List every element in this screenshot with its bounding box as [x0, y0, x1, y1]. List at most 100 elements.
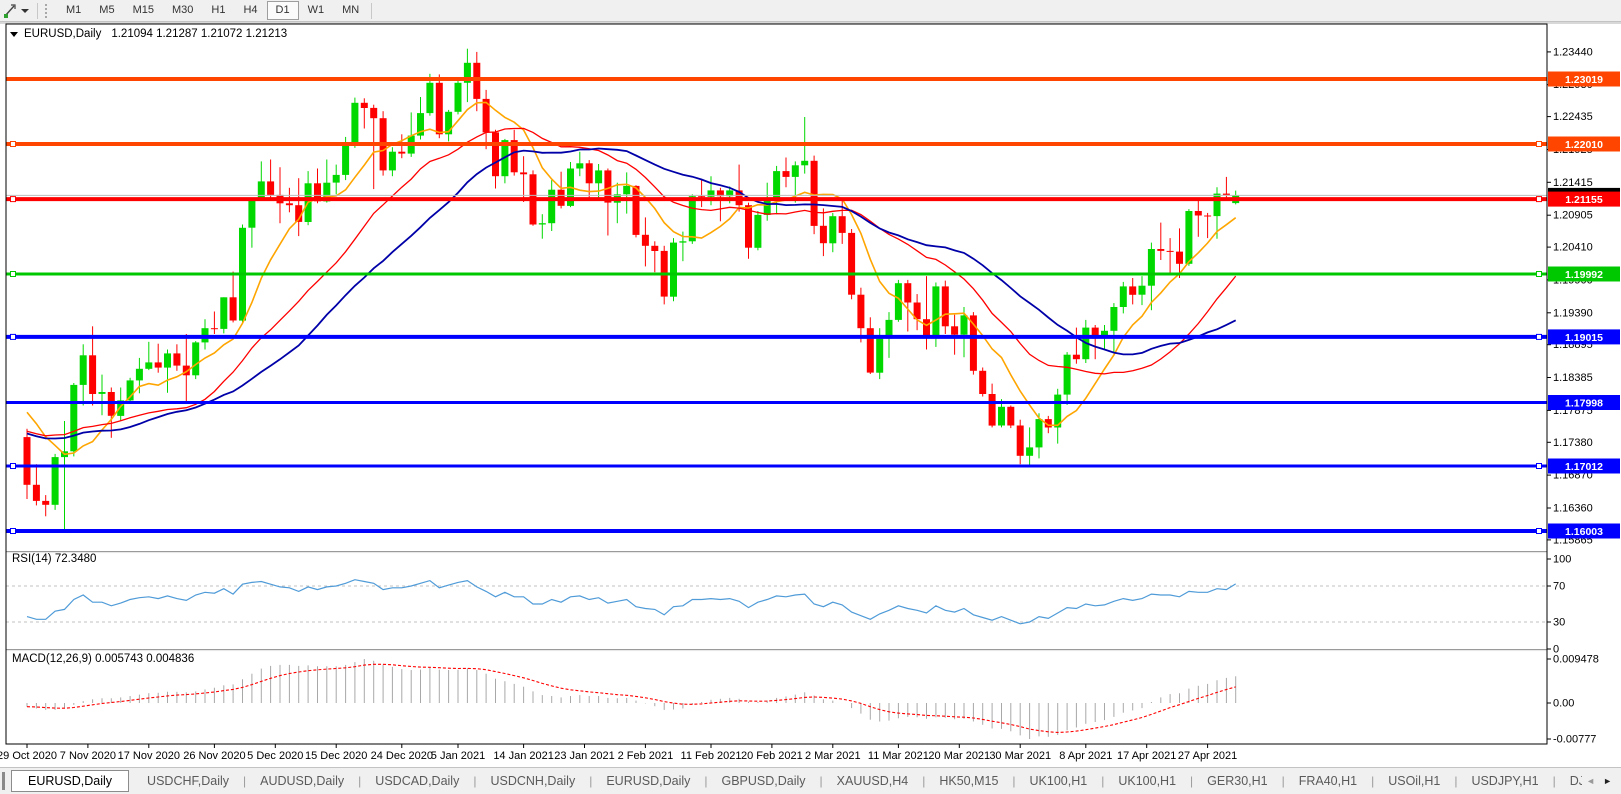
svg-text:7 Nov 2020: 7 Nov 2020 — [60, 750, 116, 762]
svg-text:1.23440: 1.23440 — [1553, 46, 1593, 58]
chart-tab-xauusd-h4[interactable]: XAUUSD,H4 — [836, 774, 909, 788]
timeframe-button-m15[interactable]: M15 — [132, 4, 154, 16]
price-badge-1.21155: 1.21155 — [1548, 191, 1620, 207]
line-handle[interactable] — [10, 196, 16, 203]
tab-separator: | — [589, 774, 593, 788]
svg-text:29 Oct 2020: 29 Oct 2020 — [0, 750, 57, 762]
line-handle[interactable] — [1536, 271, 1542, 277]
chart-tab-eurusd-daily[interactable]: EURUSD,Daily — [606, 774, 691, 788]
svg-text:1.20410: 1.20410 — [1553, 242, 1593, 254]
svg-text:1.20905: 1.20905 — [1553, 210, 1593, 222]
svg-text:1.23019: 1.23019 — [1565, 74, 1603, 86]
tab-separator: | — [358, 774, 362, 788]
chart-tab-hk50-m15[interactable]: HK50,M15 — [939, 774, 999, 788]
tab-separator: | — [1012, 774, 1016, 788]
MA-medium-line — [26, 127, 1237, 437]
horizontal-line-1.19992[interactable] — [6, 271, 1547, 277]
line-handle[interactable] — [10, 333, 16, 340]
line-handle[interactable] — [10, 463, 16, 469]
collapse-triangle-icon[interactable] — [10, 31, 18, 37]
tab-separator: | — [704, 774, 708, 788]
line-handle[interactable] — [10, 528, 16, 534]
line-handle[interactable] — [1536, 528, 1542, 534]
svg-text:11 Feb 2021: 11 Feb 2021 — [681, 750, 742, 762]
svg-text:1.19390: 1.19390 — [1553, 307, 1593, 319]
svg-text:1.22010: 1.22010 — [1565, 139, 1603, 151]
tab-scroll-arrows: ◄ ► — [1582, 774, 1621, 788]
price-badge-1.17998: 1.17998 — [1548, 395, 1620, 410]
svg-text:1.17012: 1.17012 — [1565, 461, 1603, 473]
price-badge-1.22010: 1.22010 — [1548, 136, 1620, 152]
plot-border — [5, 23, 1548, 745]
chart-tab-uk100-h1[interactable]: UK100,H1 — [1029, 774, 1088, 788]
tab-scroll-right-button[interactable]: ► — [1603, 776, 1612, 786]
price-badge-1.16003: 1.16003 — [1548, 523, 1620, 539]
macd-indicator-label: MACD(12,26,9) 0.005743 0.004836 — [12, 653, 195, 665]
crosshair-tool-icon[interactable] — [0, 2, 20, 20]
chart-tab-gbpusd-daily[interactable]: GBPUSD,Daily — [721, 774, 806, 788]
tab-separator: | — [1552, 774, 1556, 788]
svg-text:30 Mar 2021: 30 Mar 2021 — [989, 750, 1051, 762]
toolbar-separator-2 — [371, 2, 373, 19]
chart-tab-ger30-h1[interactable]: GER30,H1 — [1207, 774, 1268, 788]
svg-text:20 Feb 2021: 20 Feb 2021 — [741, 750, 803, 762]
svg-text:11 Mar 2021: 11 Mar 2021 — [868, 750, 929, 762]
tab-separator: | — [1371, 774, 1375, 788]
line-handle[interactable] — [10, 271, 16, 277]
svg-text:1.17998: 1.17998 — [1565, 398, 1603, 410]
svg-text:1.21415: 1.21415 — [1553, 177, 1593, 189]
candles — [23, 48, 1240, 530]
timeframe-button-m5[interactable]: M5 — [99, 4, 115, 16]
dropdown-caret-icon[interactable] — [21, 8, 29, 13]
timeframe-button-h1[interactable]: H1 — [211, 4, 226, 16]
pane-divider-1[interactable] — [6, 551, 1547, 554]
horizontal-line-1.22010[interactable] — [6, 141, 1547, 147]
chart-tab-audusd-daily[interactable]: AUDUSD,Daily — [260, 774, 345, 788]
price-badge-1.19992: 1.19992 — [1548, 266, 1620, 282]
timeframe-button-mn[interactable]: MN — [342, 4, 360, 16]
horizontal-line-1.19015[interactable] — [6, 333, 1547, 340]
MA-fast-line — [26, 101, 1237, 456]
svg-text:0.009478: 0.009478 — [1553, 654, 1599, 666]
timeframe-button-d1[interactable]: D1 — [266, 1, 299, 20]
timeframe-button-m30[interactable]: M30 — [171, 4, 194, 16]
svg-text:14 Jan 2021: 14 Jan 2021 — [493, 750, 554, 762]
price-badge-1.23019: 1.23019 — [1548, 71, 1620, 87]
horizontal-line-1.21155[interactable] — [6, 196, 1547, 203]
svg-text:1.19992: 1.19992 — [1565, 269, 1603, 281]
timeframe-button-h4[interactable]: H4 — [243, 4, 258, 16]
horizontal-line-1.17012[interactable] — [6, 463, 1547, 469]
tab-scroll-left-button[interactable]: ◄ — [1586, 776, 1596, 786]
time-axis[interactable]: 29 Oct 2020 7 Nov 2020 17 Nov 2020 26 Nov 2… — [0, 744, 1237, 762]
svg-text:1.22435: 1.22435 — [1553, 111, 1593, 123]
timeframe-button-m1[interactable]: M1 — [66, 4, 82, 16]
chart-tab-usdcad-daily[interactable]: USDCAD,Daily — [375, 774, 460, 788]
chart-tab-dj30-weekly[interactable]: DJ30,Weekly — [1569, 774, 1583, 788]
svg-text:20 Mar 2021: 20 Mar 2021 — [928, 750, 990, 762]
line-handle[interactable] — [1536, 196, 1542, 203]
line-handle[interactable] — [1536, 333, 1542, 340]
line-handle[interactable] — [1536, 463, 1542, 469]
chart-tab-eurusd-daily[interactable]: EURUSD,Daily — [11, 769, 130, 792]
chart-tab-fra40-h1[interactable]: FRA40,H1 — [1298, 774, 1358, 788]
timeframe-button-w1[interactable]: W1 — [307, 4, 325, 16]
toolbar-separator — [37, 2, 38, 19]
timeframe-buttons: M1 M5 M15 M30 H1 H4 D1 W1 MN — [57, 0, 368, 21]
horizontal-line-1.16003[interactable] — [6, 528, 1547, 534]
tab-separator: | — [1190, 774, 1194, 788]
chart-tab-uk100-h1[interactable]: UK100,H1 — [1118, 774, 1177, 788]
chart-tab-usdjpy-h1[interactable]: USDJPY,H1 — [1471, 774, 1539, 788]
pane-divider-2[interactable] — [6, 649, 1547, 652]
tab-separator: | — [1281, 774, 1285, 788]
line-handle[interactable] — [10, 141, 16, 147]
svg-text:1.19015: 1.19015 — [1565, 332, 1603, 344]
chart-tab-usdchf-daily[interactable]: USDCHF,Daily — [147, 774, 229, 788]
chart-tab-usoil-h1[interactable]: USOil,H1 — [1388, 774, 1441, 788]
tabbar-grip — [2, 772, 5, 790]
price-badge-1.17012: 1.17012 — [1548, 458, 1620, 474]
chart-tabs: EURUSD,Daily USDCHF,Daily | AUDUSD,Daily | US… — [9, 768, 1582, 794]
svg-text:1.18385: 1.18385 — [1553, 372, 1593, 384]
chart-plot[interactable]: 29 Oct 2020 7 Nov 2020 17 Nov 2020 26 Nov 2… — [0, 22, 1621, 767]
chart-tab-usdcnh-daily[interactable]: USDCNH,Daily — [490, 774, 576, 788]
line-handle[interactable] — [1536, 141, 1542, 147]
